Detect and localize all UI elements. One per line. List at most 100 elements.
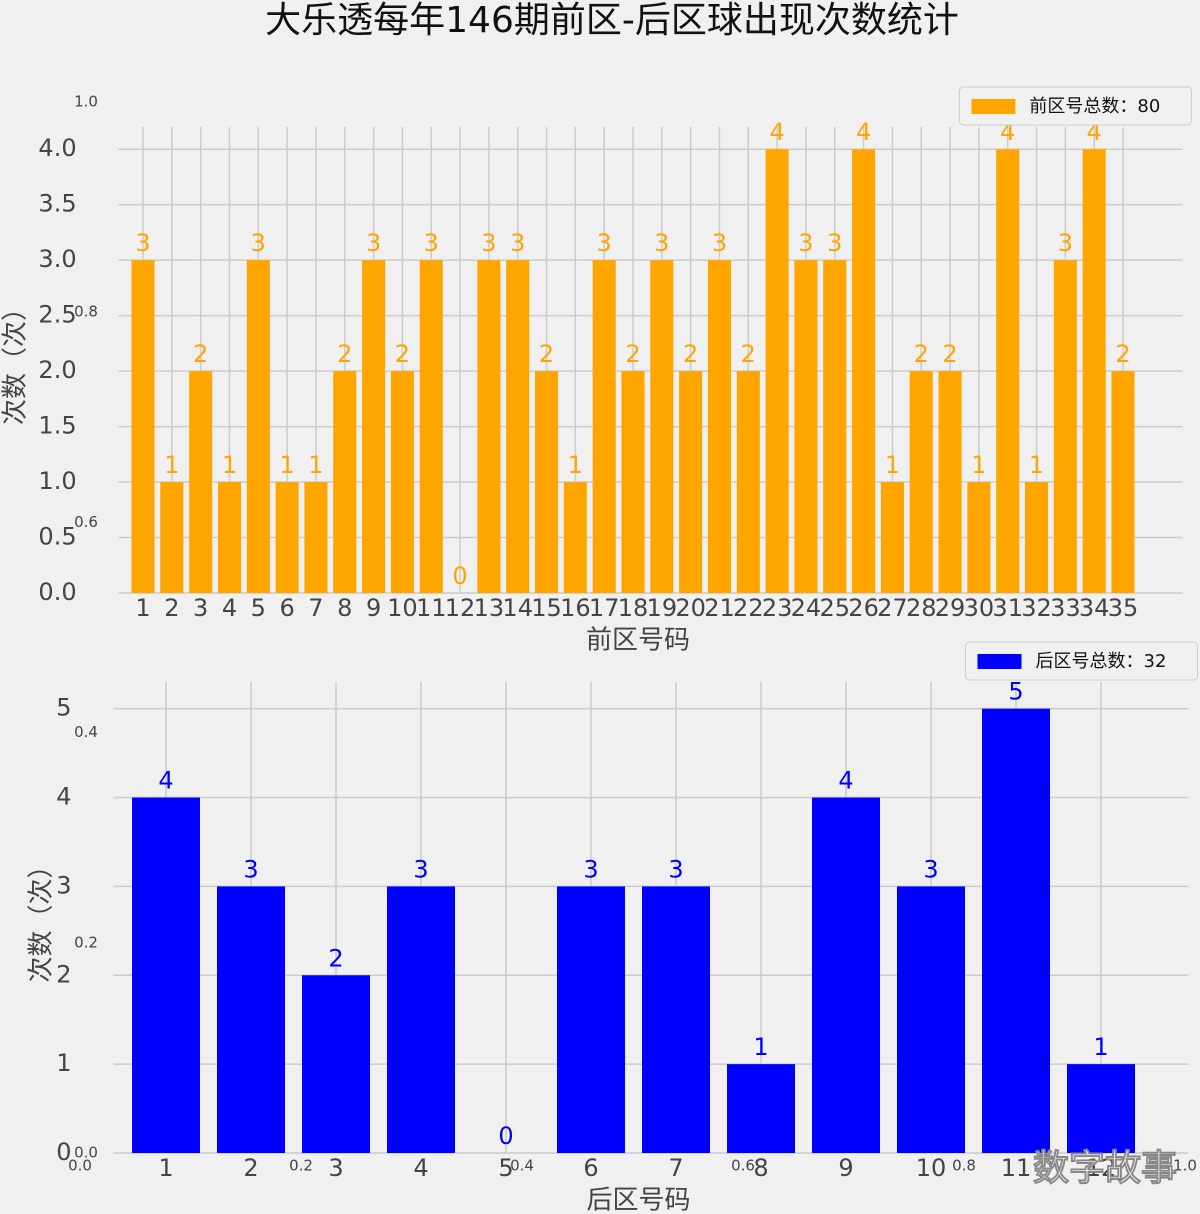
value-label: 1 [568, 451, 583, 479]
x-tick-label: 25 [819, 594, 850, 622]
y-tick-label: 0 [56, 1138, 71, 1166]
y-tick-label: 1.5 [38, 412, 76, 440]
bar [592, 260, 616, 593]
x-tick-label: 6 [583, 1154, 598, 1182]
value-label: 1 [1093, 1033, 1108, 1061]
x-tick-label: 10 [387, 594, 418, 622]
x-tick-label: 11 [1001, 1154, 1032, 1182]
ghost-x-tick-label: 0.6 [731, 1157, 755, 1175]
value-label: 2 [914, 340, 929, 368]
ghost-x-tick-label: 0.0 [68, 1157, 92, 1175]
value-label: 3 [366, 229, 381, 257]
value-label: 3 [251, 229, 266, 257]
x-tick-label: 18 [618, 594, 649, 622]
value-label: 3 [1058, 229, 1073, 257]
chart-title: 大乐透每年146期前区-后区球出现次数统计 [265, 0, 959, 41]
value-label: 4 [769, 118, 784, 146]
bar [1024, 482, 1049, 593]
x-tick-label: 30 [964, 594, 995, 622]
bar [1067, 1064, 1135, 1153]
bar [333, 371, 357, 593]
ghost-y-tick-label: 0.2 [74, 933, 98, 951]
y-tick-label: 3.0 [38, 245, 76, 273]
bar [1082, 149, 1106, 593]
value-label: 3 [413, 855, 428, 883]
x-tick-label: 31 [992, 594, 1023, 622]
bar [1111, 371, 1135, 593]
bar [852, 149, 876, 593]
x-tick-label: 27 [877, 594, 908, 622]
bar [132, 797, 200, 1153]
bar [794, 260, 818, 593]
x-tick-label: 23 [762, 594, 793, 622]
x-tick-label: 16 [560, 594, 591, 622]
legend-swatch [971, 99, 1016, 114]
bar [707, 260, 731, 593]
value-label: 3 [424, 229, 439, 257]
value-label: 1 [971, 451, 986, 479]
x-tick-label: 5 [251, 594, 266, 622]
bar [390, 371, 414, 593]
x-tick-label: 20 [675, 594, 706, 622]
ghost-x-tick-label: 1.0 [1173, 1157, 1197, 1175]
ghost-y-tick-label: 1.0 [74, 93, 98, 111]
value-label: 1 [308, 451, 323, 479]
y-tick-label: 3.5 [38, 190, 76, 218]
bar [996, 149, 1020, 593]
x-tick-label: 9 [838, 1154, 853, 1182]
x-tick-label: 2 [243, 1154, 258, 1182]
x-tick-label: 7 [308, 594, 323, 622]
x-tick-label: 3 [193, 594, 208, 622]
watermark: 数字故事 [1033, 1148, 1177, 1189]
bar [909, 371, 933, 593]
legend-label: 前区号总数：80 [1029, 96, 1160, 117]
value-label: 3 [923, 855, 938, 883]
bar [217, 482, 242, 593]
x-tick-label: 8 [337, 594, 352, 622]
ghost-x-tick-label: 0.4 [510, 1157, 534, 1175]
value-label: 2 [193, 340, 208, 368]
bar [275, 482, 299, 593]
x-tick-label: 5 [498, 1154, 513, 1182]
bar [217, 886, 285, 1153]
x-tick-label: 13 [474, 594, 505, 622]
x-tick-label: 35 [1108, 594, 1139, 622]
x-tick-label: 28 [906, 594, 937, 622]
bar [812, 797, 880, 1153]
x-tick-label: 24 [791, 594, 822, 622]
legend-swatch [977, 654, 1022, 669]
x-axis-label: 后区号码 [586, 1186, 690, 1214]
x-tick-label: 29 [935, 594, 966, 622]
y-tick-label: 3 [56, 871, 71, 899]
bar [506, 260, 530, 593]
bar [642, 886, 710, 1153]
x-tick-label: 15 [531, 594, 562, 622]
bar [557, 886, 625, 1153]
x-tick-label: 8 [753, 1154, 768, 1182]
x-tick-label: 9 [366, 594, 381, 622]
x-tick-label: 1 [135, 594, 150, 622]
value-label: 3 [135, 229, 150, 257]
value-label: 5 [1008, 678, 1023, 706]
value-label: 3 [827, 229, 842, 257]
x-tick-label: 19 [647, 594, 678, 622]
value-label: 3 [654, 229, 669, 257]
legend-box [965, 641, 1198, 681]
y-tick-label: 1 [56, 1049, 71, 1077]
legend-label: 后区号总数：32 [1036, 651, 1167, 672]
x-tick-label: 11 [416, 594, 447, 622]
bar [131, 260, 155, 593]
ghost-y-tick-label: 0.8 [74, 303, 98, 321]
bar [362, 260, 386, 593]
value-label: 2 [741, 340, 756, 368]
value-label: 3 [668, 855, 683, 883]
value-label: 2 [328, 944, 343, 972]
x-tick-label: 17 [589, 594, 620, 622]
ghost-x-tick-label: 0.2 [289, 1157, 313, 1175]
bar [419, 260, 443, 593]
value-label: 0 [498, 1122, 513, 1150]
x-tick-label: 4 [222, 594, 237, 622]
ghost-y-tick-label: 0.6 [74, 513, 98, 531]
bar [477, 260, 501, 593]
